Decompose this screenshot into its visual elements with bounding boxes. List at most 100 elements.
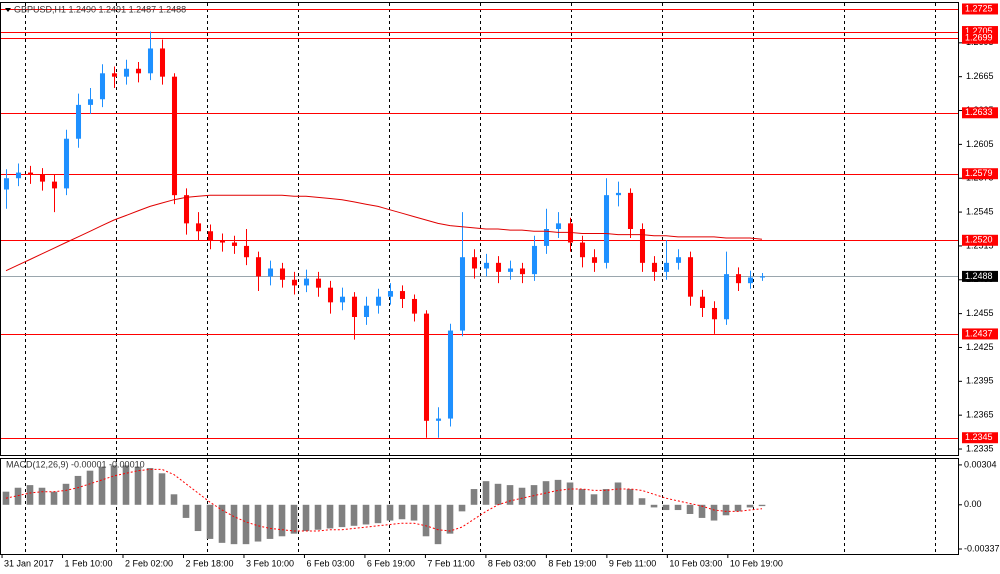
x-tick-label: 2 Feb 18:00 <box>185 558 233 568</box>
candle-body <box>183 195 190 224</box>
macd-bar <box>182 504 190 518</box>
candle-body <box>3 178 10 190</box>
candle-body <box>699 296 706 308</box>
macd-bar <box>446 504 454 534</box>
signal-line <box>5 468 763 532</box>
last-price-label: 1.2488 <box>965 271 993 281</box>
y-tick-label: 0.00304 <box>964 459 997 469</box>
macd-bar <box>254 504 262 542</box>
candle-body <box>423 313 430 421</box>
macd-bar <box>206 504 214 539</box>
candle-body <box>375 296 382 306</box>
x-tick-label: 1 Feb 10:00 <box>65 558 113 568</box>
macd-bar <box>722 504 730 516</box>
y-tick-label: 1.2545 <box>966 206 994 216</box>
candle-body <box>507 268 514 272</box>
level-label: 1.2705 <box>965 26 993 36</box>
candle-body <box>39 174 46 182</box>
macd-bar <box>350 504 358 526</box>
candle-body <box>555 223 562 229</box>
macd-bar <box>326 504 334 529</box>
macd-bar <box>686 504 694 514</box>
macd-bar <box>398 504 406 520</box>
candle-body <box>639 229 646 263</box>
candle-body <box>687 257 694 297</box>
candle-body <box>231 242 238 246</box>
macd-bar <box>2 491 10 505</box>
macd-bar <box>122 465 130 505</box>
level-label-box <box>962 328 998 340</box>
macd-bar <box>734 504 742 512</box>
level-label-box <box>962 26 998 38</box>
candle-body <box>711 307 718 320</box>
x-tick-label: 10 Feb 19:00 <box>730 558 783 568</box>
macd-bar <box>566 482 574 505</box>
candle-body <box>279 268 286 280</box>
macd-bar <box>50 491 58 505</box>
macd-bar <box>374 504 382 524</box>
level-label-box <box>962 432 998 444</box>
candle-body <box>363 305 370 318</box>
candle-body <box>171 76 178 196</box>
macd-bar <box>422 504 430 537</box>
candle-body <box>315 278 322 288</box>
candle-body <box>387 291 394 297</box>
macd-bar <box>362 504 370 525</box>
macd-bar <box>266 504 274 539</box>
macd-bar <box>626 489 634 505</box>
macd-bar <box>158 473 166 505</box>
y-tick-label: -0.00337 <box>964 543 1000 553</box>
candle-body <box>543 229 550 246</box>
macd-bar <box>662 504 670 511</box>
candle-body <box>399 291 406 299</box>
x-tick-label: 8 Feb 19:00 <box>548 558 596 568</box>
macd-bar <box>242 504 250 545</box>
macd-bar <box>26 485 34 505</box>
candle-body <box>663 262 670 272</box>
moving-average <box>5 194 763 272</box>
candle-body <box>627 192 634 229</box>
level-label: 1.2633 <box>965 107 993 117</box>
macd-bar <box>38 487 46 505</box>
candle-body <box>267 268 274 277</box>
macd-bar <box>578 489 586 505</box>
candle-body <box>291 279 298 286</box>
main-panel-frame <box>0 2 959 456</box>
candle-body <box>63 138 70 189</box>
candle-body <box>591 257 598 263</box>
y-tick-label: 1.2665 <box>966 71 994 81</box>
macd-bar <box>506 485 514 505</box>
candle-body <box>87 99 94 105</box>
candle-body <box>759 276 766 278</box>
candle-body <box>579 242 586 258</box>
macd-bar <box>146 468 154 505</box>
y-tick-label: 1.2425 <box>966 342 994 352</box>
macd-bar <box>278 504 286 537</box>
macd-bar <box>170 494 178 505</box>
y-tick-label: 1.2455 <box>966 308 994 318</box>
macd-title: MACD(12,26,9) -0.00001 -0.00010 <box>6 459 145 469</box>
macd-bar <box>674 504 682 511</box>
macd-bar <box>590 494 598 505</box>
candle-body <box>459 257 466 331</box>
level-label: 1.2520 <box>965 235 993 245</box>
candle-body <box>75 104 82 139</box>
macd-bar <box>518 487 526 505</box>
level-label: 1.2579 <box>965 168 993 178</box>
macd-bar <box>74 475 82 505</box>
macd-bar <box>758 504 766 507</box>
macd-bar <box>554 479 562 505</box>
macd-bar <box>614 482 622 505</box>
x-tick-label: 31 Jan 2017 <box>4 558 54 568</box>
macd-panel-frame <box>0 458 959 555</box>
candle-body <box>603 195 610 263</box>
x-tick-label: 2 Feb 02:00 <box>125 558 173 568</box>
candle-body <box>255 257 262 277</box>
macd-bar <box>338 504 346 528</box>
candle-body <box>303 278 310 286</box>
macd-bar <box>134 466 142 505</box>
candle-body <box>735 274 742 284</box>
level-label-box <box>962 3 998 15</box>
candle-body <box>351 296 358 318</box>
